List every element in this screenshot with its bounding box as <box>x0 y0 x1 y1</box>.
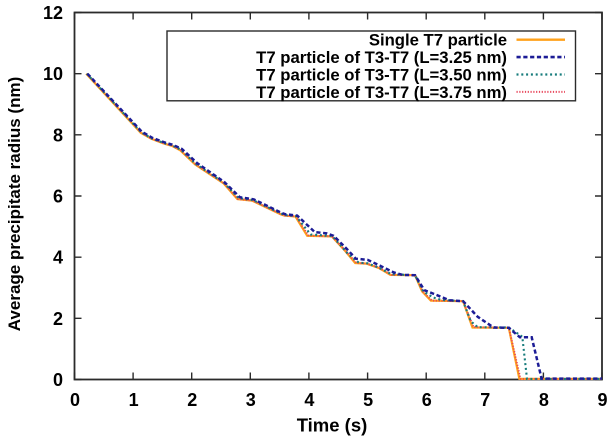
svg-text:9: 9 <box>597 390 607 410</box>
svg-text:T7 particle of T3-T7 (L=3.25 n: T7 particle of T3-T7 (L=3.25 nm) <box>256 48 507 67</box>
svg-text:Time (s): Time (s) <box>297 414 368 435</box>
svg-text:8: 8 <box>53 125 63 145</box>
svg-text:2: 2 <box>187 390 197 410</box>
svg-text:0: 0 <box>53 370 63 390</box>
svg-text:10: 10 <box>43 64 63 84</box>
svg-text:6: 6 <box>422 390 432 410</box>
svg-text:T7 particle of T3-T7 (L=3.50 n: T7 particle of T3-T7 (L=3.50 nm) <box>256 66 507 85</box>
svg-text:1: 1 <box>129 390 139 410</box>
svg-text:0: 0 <box>70 390 80 410</box>
svg-text:5: 5 <box>363 390 373 410</box>
svg-text:2: 2 <box>53 309 63 329</box>
svg-text:3: 3 <box>246 390 256 410</box>
svg-text:4: 4 <box>53 248 63 268</box>
svg-text:4: 4 <box>304 390 314 410</box>
svg-text:7: 7 <box>480 390 490 410</box>
svg-text:Single T7 particle: Single T7 particle <box>369 31 507 50</box>
svg-text:T7 particle of T3-T7 (L=3.75 n: T7 particle of T3-T7 (L=3.75 nm) <box>256 83 507 102</box>
svg-text:12: 12 <box>43 3 63 23</box>
svg-text:8: 8 <box>539 390 549 410</box>
svg-text:Average precipitate radius (nm: Average precipitate radius (nm) <box>5 77 24 331</box>
svg-text:6: 6 <box>53 187 63 207</box>
